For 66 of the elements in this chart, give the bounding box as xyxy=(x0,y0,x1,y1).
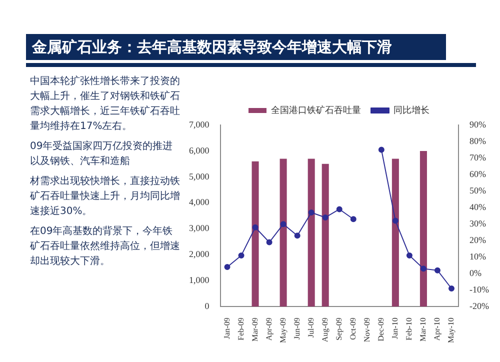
y2-tick-label: 50% xyxy=(470,185,487,196)
bar xyxy=(308,158,315,307)
x-tick-label: Oct-09 xyxy=(348,318,358,340)
y2-tick-label: 20% xyxy=(470,234,487,245)
y2-tick-label: 80% xyxy=(470,136,487,146)
text: 材需求出现较快增长，直接拉动铁矿石吞吐量快速上升，月均同比增速接近30%。 xyxy=(30,174,180,219)
text: 09年受益国家四万亿投资的推进以及钢铁、汽车和造船 xyxy=(30,140,174,169)
x-tick-label: Jan-10 xyxy=(390,318,400,339)
point xyxy=(420,266,426,272)
bar xyxy=(322,164,329,307)
legend-label: 全国港口铁矿石吞吐量 xyxy=(271,104,361,115)
y2-tick-label: 30% xyxy=(470,218,487,228)
bar xyxy=(392,158,399,307)
bar xyxy=(420,150,427,307)
y2-tick-label: -20% xyxy=(470,301,490,312)
y-tick-label: 4,000 xyxy=(189,197,210,208)
point xyxy=(294,232,300,239)
y-tick-label: 0 xyxy=(204,301,210,312)
y2-tick-label: 90% xyxy=(470,119,487,130)
point xyxy=(224,264,230,270)
y2-tick-label: -10% xyxy=(470,284,490,295)
bar xyxy=(280,158,287,307)
y-tick-label: 5,000 xyxy=(189,171,210,182)
point xyxy=(238,252,244,258)
x-tick-label: Aug-09 xyxy=(320,318,330,342)
x-tick-label: May-09 xyxy=(278,318,288,343)
x-tick-label: Feb-09 xyxy=(236,318,246,340)
x-tick-label: Mar-09 xyxy=(250,318,260,342)
y2-tick-label: 0% xyxy=(470,268,482,278)
point xyxy=(392,218,398,224)
x-tick-label: Dec-09 xyxy=(376,318,386,342)
point xyxy=(266,239,272,246)
text: 在09年高基数的背景下，今年铁矿石吞吐量依然维持高位，但增速却出现较大下滑。 xyxy=(30,224,180,269)
point xyxy=(336,206,342,212)
point xyxy=(434,267,440,274)
x-tick-label: Jan-09 xyxy=(222,318,232,339)
x-tick-label: Nov-09 xyxy=(362,318,372,342)
x-tick-label: Jun-09 xyxy=(292,318,302,340)
y-tick-label: 2,000 xyxy=(189,249,210,260)
point xyxy=(378,146,384,153)
x-tick-label: May-10 xyxy=(446,318,456,343)
point xyxy=(308,210,314,216)
legend-label: 同比增长 xyxy=(394,104,430,115)
point xyxy=(406,252,412,258)
point xyxy=(252,224,258,230)
x-tick-label: Apr-09 xyxy=(264,318,274,341)
point xyxy=(280,221,286,228)
chart-title: 金属矿石业务：去年高基数因素导致今年增速大幅下滑 xyxy=(26,34,446,60)
x-tick-label: Mar-10 xyxy=(418,318,428,342)
y2-tick-label: 40% xyxy=(470,202,487,212)
x-tick-label: Feb-10 xyxy=(404,318,414,340)
x-tick-label: Jul-09 xyxy=(306,318,316,338)
y2-tick-label: 10% xyxy=(470,251,487,262)
y-tick-label: 3,000 xyxy=(189,223,210,234)
x-tick-label: Sep-09 xyxy=(334,318,344,340)
bar xyxy=(252,161,259,307)
y2-tick-label: 70% xyxy=(470,152,487,162)
text: 中国本轮扩张性增长带来了投资的大幅上升，催生了对钢铁和铁矿石需求大幅增长，近三年铁矿石吞吐量均维持在17%左右。 xyxy=(30,74,180,134)
x-tick-label: Apr-10 xyxy=(432,318,442,341)
point xyxy=(350,216,356,222)
y-tick-label: 1,000 xyxy=(189,275,210,286)
y2-tick-label: 60% xyxy=(470,168,487,179)
point xyxy=(448,286,454,292)
point xyxy=(322,214,328,220)
y-tick-label: 6,000 xyxy=(189,145,210,156)
y-tick-label: 7,000 xyxy=(189,119,210,130)
